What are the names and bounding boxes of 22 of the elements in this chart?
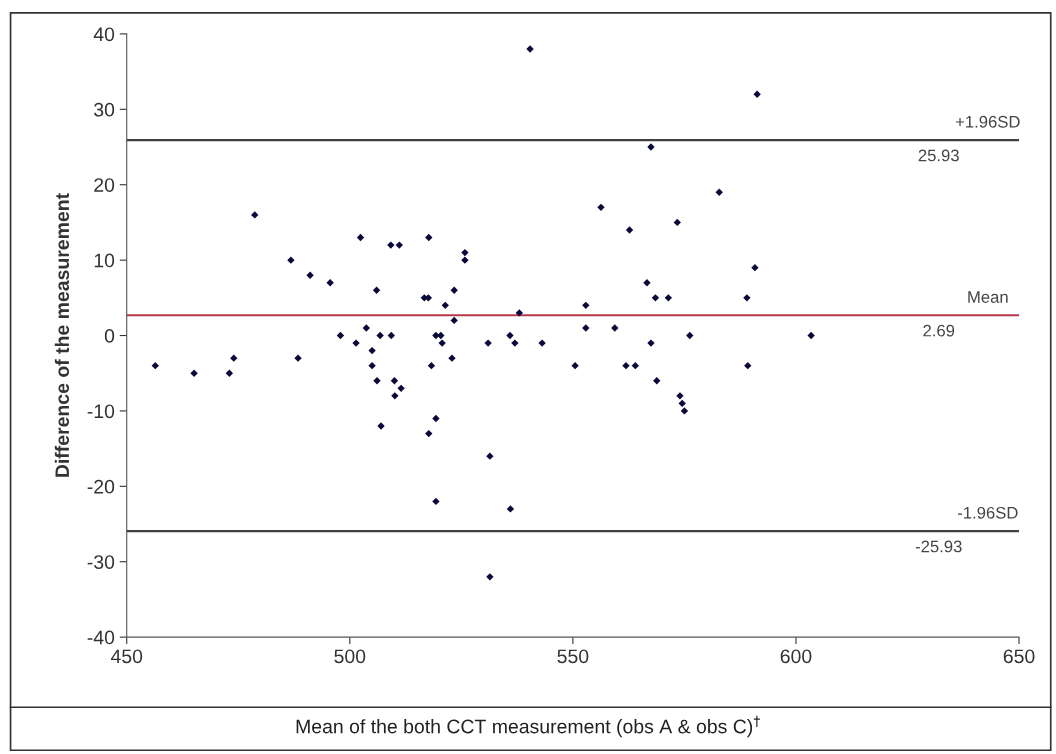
y-tick-label: 20 (94, 178, 115, 192)
x-tick-label: 600 (780, 649, 812, 664)
ref-line-label: +1.96SD (955, 115, 1020, 128)
annotation: 25.93 (918, 149, 959, 162)
ref-line-label: Mean (968, 291, 1008, 303)
y-tick-label: 40 (93, 27, 115, 42)
x-tick-label: 650 (1003, 649, 1035, 664)
x-tick-label: 550 (557, 649, 589, 664)
x-axis-title: Mean of the both CCT measurement (obs A & obs C)$^{†}$ (296, 715, 760, 738)
y-tick-label: -40 (87, 630, 115, 645)
ref-line-label: -1.96SD (957, 506, 1018, 519)
annotation: 2.69 (923, 324, 955, 337)
y-tick-label: -30 (87, 555, 115, 569)
y-tick-label: 0 (104, 329, 115, 343)
y-tick-label: -10 (87, 404, 115, 419)
x-tick-label: 450 (110, 649, 143, 664)
y-tick-label: 30 (94, 102, 115, 117)
y-axis-title: Difference of the measurement (54, 193, 70, 477)
x-tick-label: 500 (334, 649, 366, 664)
y-tick-label: 10 (94, 253, 115, 268)
annotation: -25.93 (915, 540, 962, 553)
y-tick-label: -20 (87, 479, 115, 494)
